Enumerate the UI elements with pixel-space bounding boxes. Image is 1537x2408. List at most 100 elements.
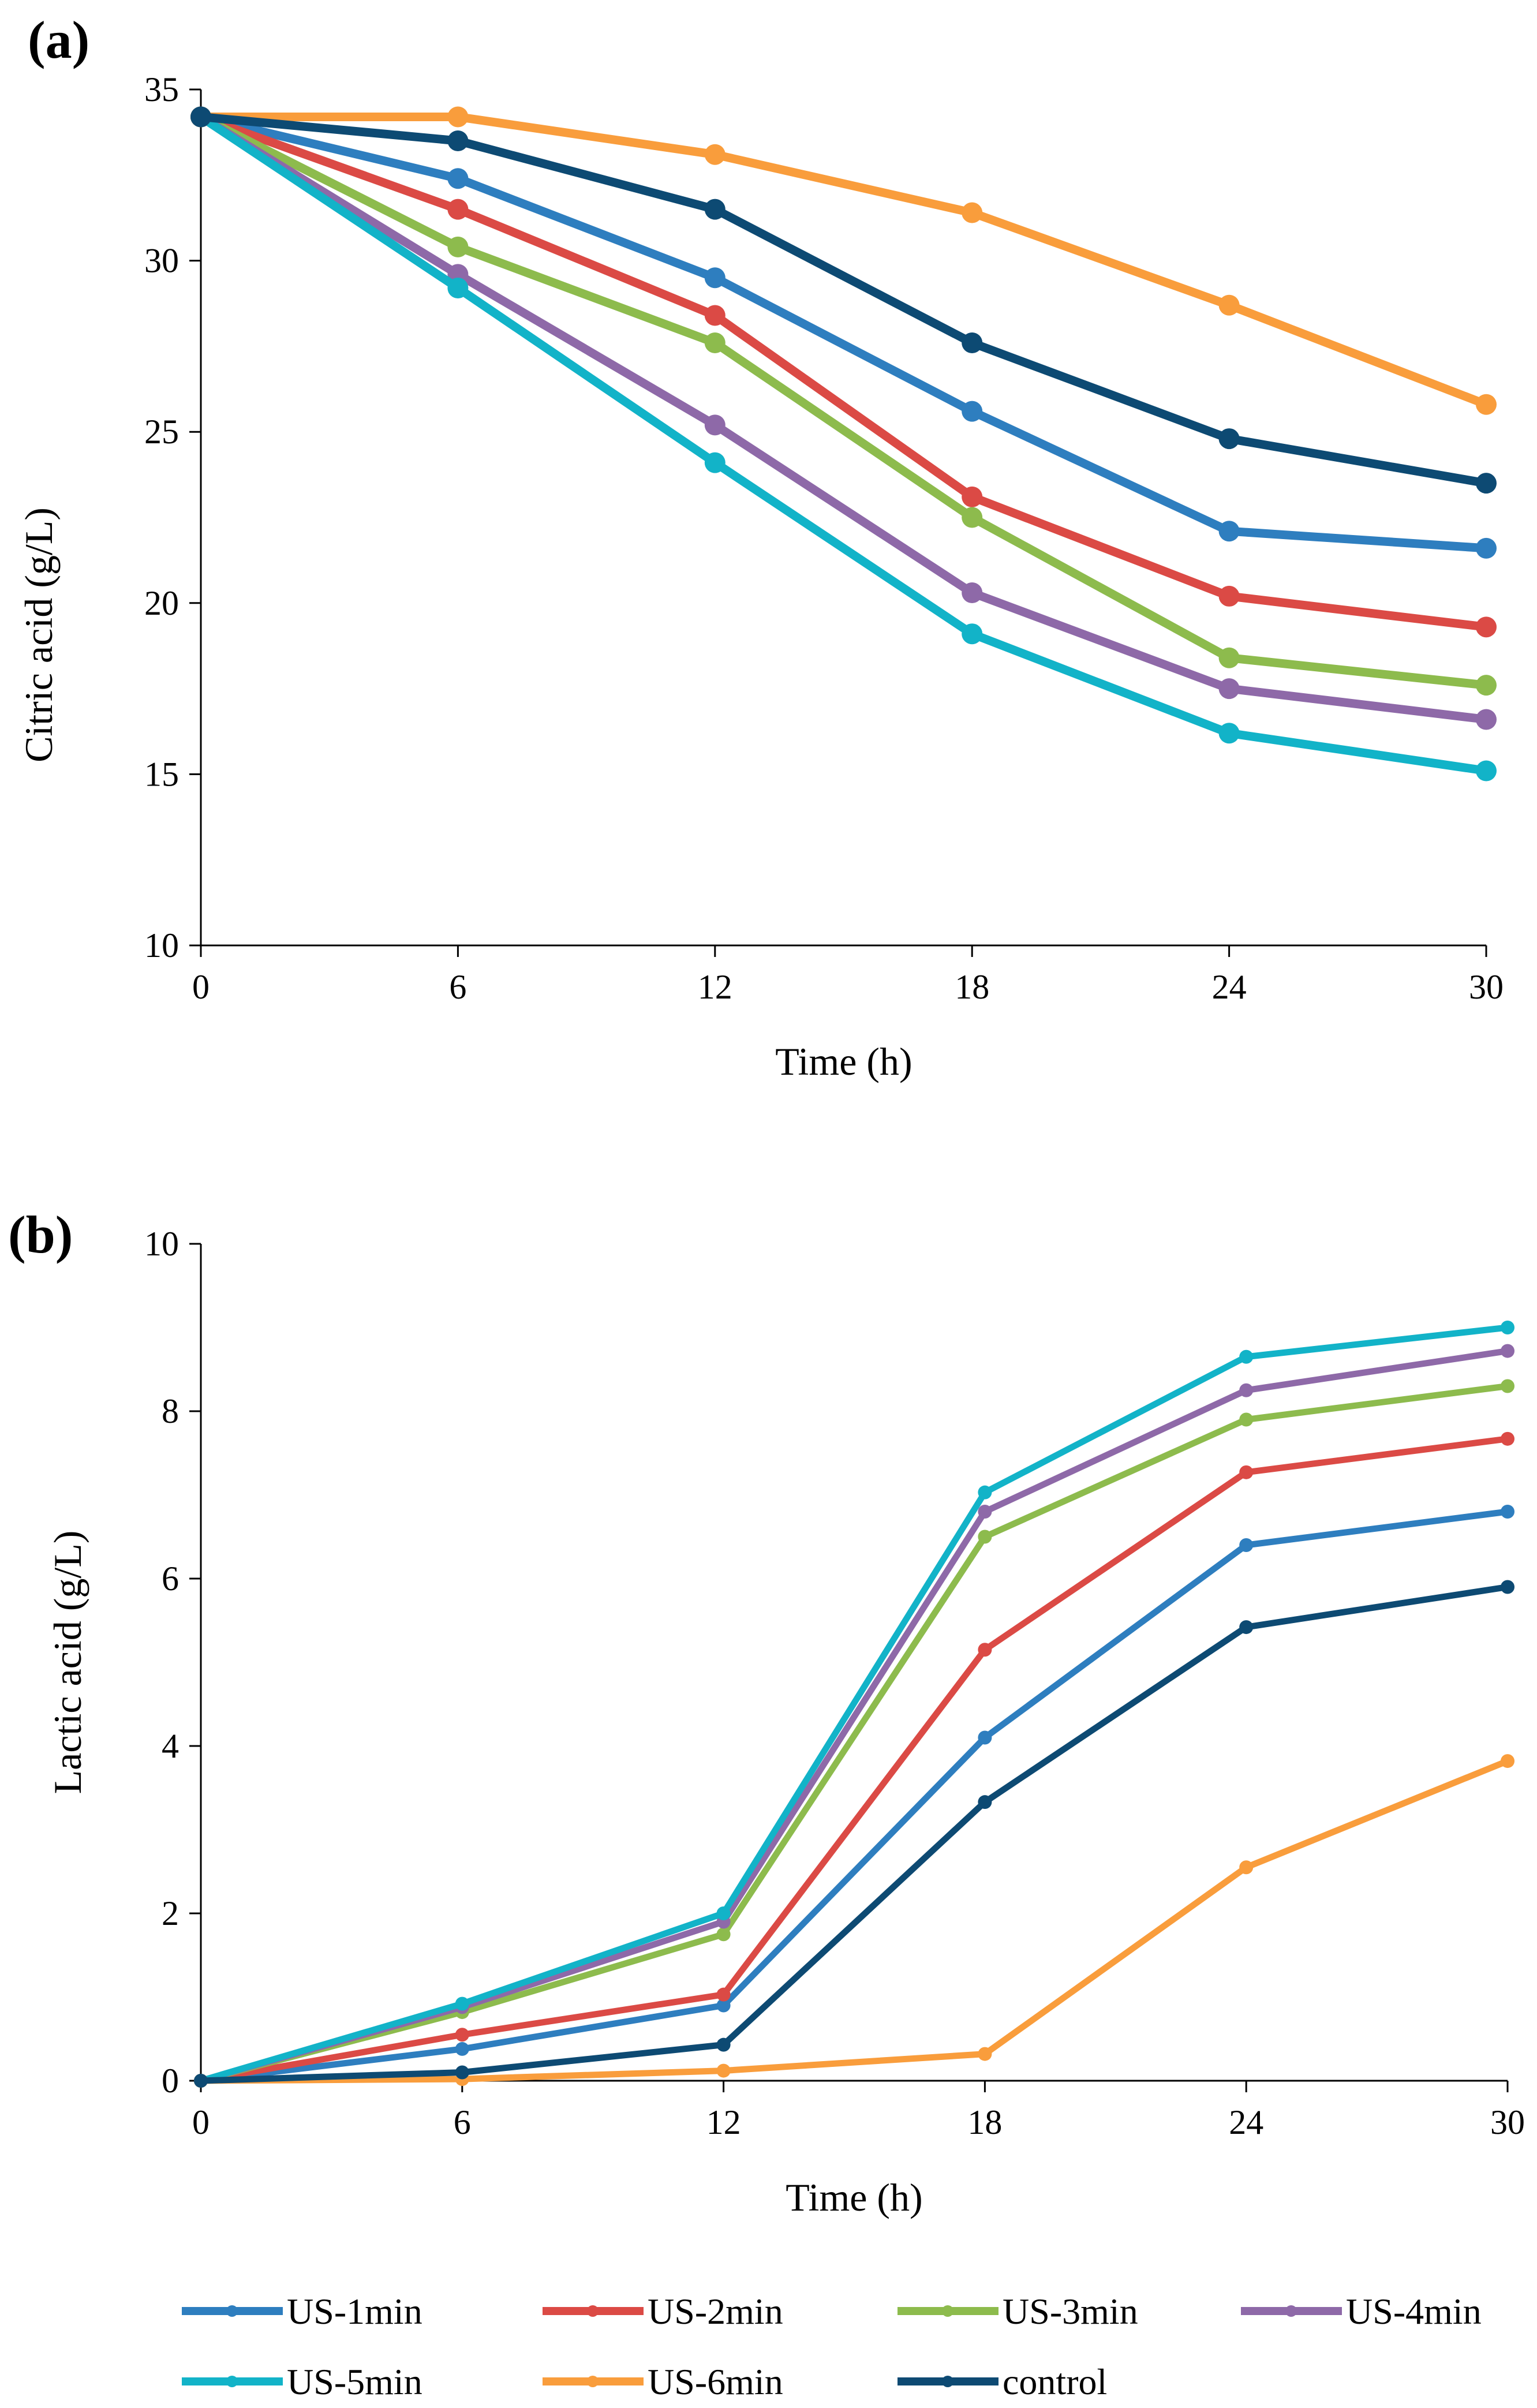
chart-a-point-us-4min	[1218, 678, 1240, 700]
chart-a-point-us-2min	[962, 486, 983, 507]
chart-a-point-us-4min	[1476, 709, 1497, 730]
chart-b-point-us-5min	[716, 1906, 731, 1920]
panel-label-a: (a)	[28, 10, 89, 69]
legend-label-us-1min: US-1min	[287, 2291, 422, 2332]
legend-marker-us-5min	[226, 2376, 238, 2387]
chart-a-series-us-2min	[190, 106, 1497, 638]
chart-a-y-tick-label: 10	[144, 926, 179, 964]
legend-marker-control	[942, 2376, 953, 2387]
chart-a-point-us-4min	[704, 414, 726, 436]
legend-marker-us-1min	[226, 2305, 238, 2317]
chart-a-point-us-1min	[704, 267, 726, 289]
chart-b-line-us-3min	[197, 1383, 1511, 2084]
legend-item-us-5min: US-5min	[182, 2361, 422, 2402]
chart-b-y-tick-label: 0	[162, 2062, 179, 2100]
chart-a-point-us-1min	[1476, 537, 1497, 559]
chart-a-y-tick-label: 35	[144, 70, 179, 109]
chart-b-point-us-2min	[455, 2028, 469, 2042]
chart-a-point-us-3min	[704, 332, 726, 353]
chart-a-series-control	[190, 106, 1497, 494]
chart-a-point-us-2min	[447, 199, 469, 220]
chart-a-series	[190, 106, 1497, 782]
chart-a-line-us-3min	[196, 112, 1491, 690]
chart-b-point-us-3min	[978, 1530, 992, 1544]
chart-a-point-us-3min	[447, 236, 469, 257]
chart-a-point-us-1min	[962, 401, 983, 422]
chart-b-point-us-5min	[1501, 1321, 1514, 1334]
chart-b-point-control	[194, 2074, 208, 2088]
chart-a-point-us-4min	[962, 582, 983, 604]
chart-b-point-us-3min	[1501, 1379, 1514, 1393]
chart-a-x-tick-label: 30	[1469, 968, 1504, 1006]
chart-b-point-control	[1501, 1580, 1514, 1594]
chart-a-x-axis-title: Time (h)	[775, 1040, 912, 1083]
legend-label-us-5min: US-5min	[287, 2361, 422, 2402]
chart-b-line-us-2min	[197, 1435, 1511, 2084]
chart-b-point-control	[978, 1795, 992, 1809]
chart-a-point-control	[962, 332, 983, 353]
chart-b-y-tick-label: 8	[162, 1392, 179, 1430]
chart-a-point-control	[190, 106, 211, 128]
chart-b-series	[194, 1321, 1514, 2088]
chart-a-point-control	[1218, 428, 1240, 450]
panel-label-b: (b)	[8, 1205, 73, 1264]
chart-b-point-us-1min	[1501, 1505, 1514, 1519]
chart-a-point-us-3min	[962, 507, 983, 528]
chart-a-x-tick-label: 0	[192, 968, 210, 1006]
legend-marker-us-3min	[942, 2305, 953, 2317]
chart-a-line-control	[196, 112, 1491, 488]
chart-a-point-control	[447, 130, 469, 151]
chart-b-line-us-6min	[197, 1758, 1511, 2084]
legend-marker-us-6min	[587, 2376, 599, 2387]
chart-a-point-us-6min	[447, 106, 469, 128]
chart-b-series-control	[194, 1580, 1514, 2088]
chart-a-y-tick-label: 30	[144, 242, 179, 280]
chart-a-line-us-5min	[196, 112, 1491, 775]
chart-b-point-us-5min	[455, 1996, 469, 2011]
chart-a-point-us-6min	[1476, 394, 1497, 415]
chart-a-point-us-5min	[447, 278, 469, 299]
chart-a-x-tick-label: 18	[955, 968, 989, 1006]
chart-a-point-us-2min	[704, 305, 726, 326]
chart-a-point-us-1min	[447, 168, 469, 189]
legend-marker-us-2min	[587, 2305, 599, 2317]
chart-b-point-us-5min	[978, 1485, 992, 1500]
chart-b-point-us-1min	[455, 2041, 469, 2056]
chart-b-x-tick-label: 0	[192, 2103, 210, 2141]
chart-b-point-us-1min	[1239, 1538, 1254, 1552]
chart-a-point-us-5min	[1218, 723, 1240, 744]
chart-a-y-tick-label: 25	[144, 413, 179, 451]
chart-a: (a) 10 15 20 25 30 35 0 6 12 18 24 30 Time (h) Citr…	[17, 10, 1504, 1083]
chart-a-line-us-6min	[196, 112, 1491, 409]
chart-b-point-us-3min	[716, 1927, 731, 1942]
legend-label-us-4min: US-4min	[1346, 2291, 1482, 2332]
chart-a-line-us-2min	[196, 112, 1491, 631]
legend-item-us-1min: US-1min	[182, 2291, 422, 2332]
chart-b-point-us-2min	[1501, 1431, 1514, 1446]
chart-b-y-axis-title: Lactic acid (g/L)	[46, 1531, 89, 1794]
chart-a-point-us-6min	[962, 202, 983, 223]
chart-b-point-us-2min	[978, 1643, 992, 1657]
chart-b-point-us-6min	[716, 2063, 731, 2078]
chart-b-point-control	[455, 2065, 469, 2080]
chart-a-point-us-3min	[1218, 647, 1240, 668]
chart-b-point-us-4min	[978, 1505, 992, 1519]
chart-b-point-us-1min	[978, 1730, 992, 1745]
chart-b-point-us-6min	[1239, 1860, 1254, 1875]
legend-item-control: control	[897, 2361, 1107, 2402]
chart-a-point-us-3min	[1476, 675, 1497, 696]
chart-a-x-tick-label: 12	[698, 968, 732, 1006]
chart-b-line-us-1min	[197, 1508, 1511, 2084]
chart-a-y-tick-label: 20	[144, 584, 179, 622]
legend-label-us-6min: US-6min	[648, 2361, 783, 2402]
legend-item-us-3min: US-3min	[897, 2291, 1138, 2332]
chart-a-point-control	[1476, 473, 1497, 494]
chart-b-point-us-2min	[1239, 1465, 1254, 1479]
chart-b-x-tick-label: 6	[454, 2103, 471, 2141]
chart-b-x-axis-title: Time (h)	[786, 2175, 922, 2219]
legend-item-us-6min: US-6min	[543, 2361, 783, 2402]
legend-marker-us-4min	[1285, 2305, 1297, 2317]
chart-b-point-us-6min	[978, 2047, 992, 2061]
chart-a-line-us-1min	[196, 112, 1491, 553]
